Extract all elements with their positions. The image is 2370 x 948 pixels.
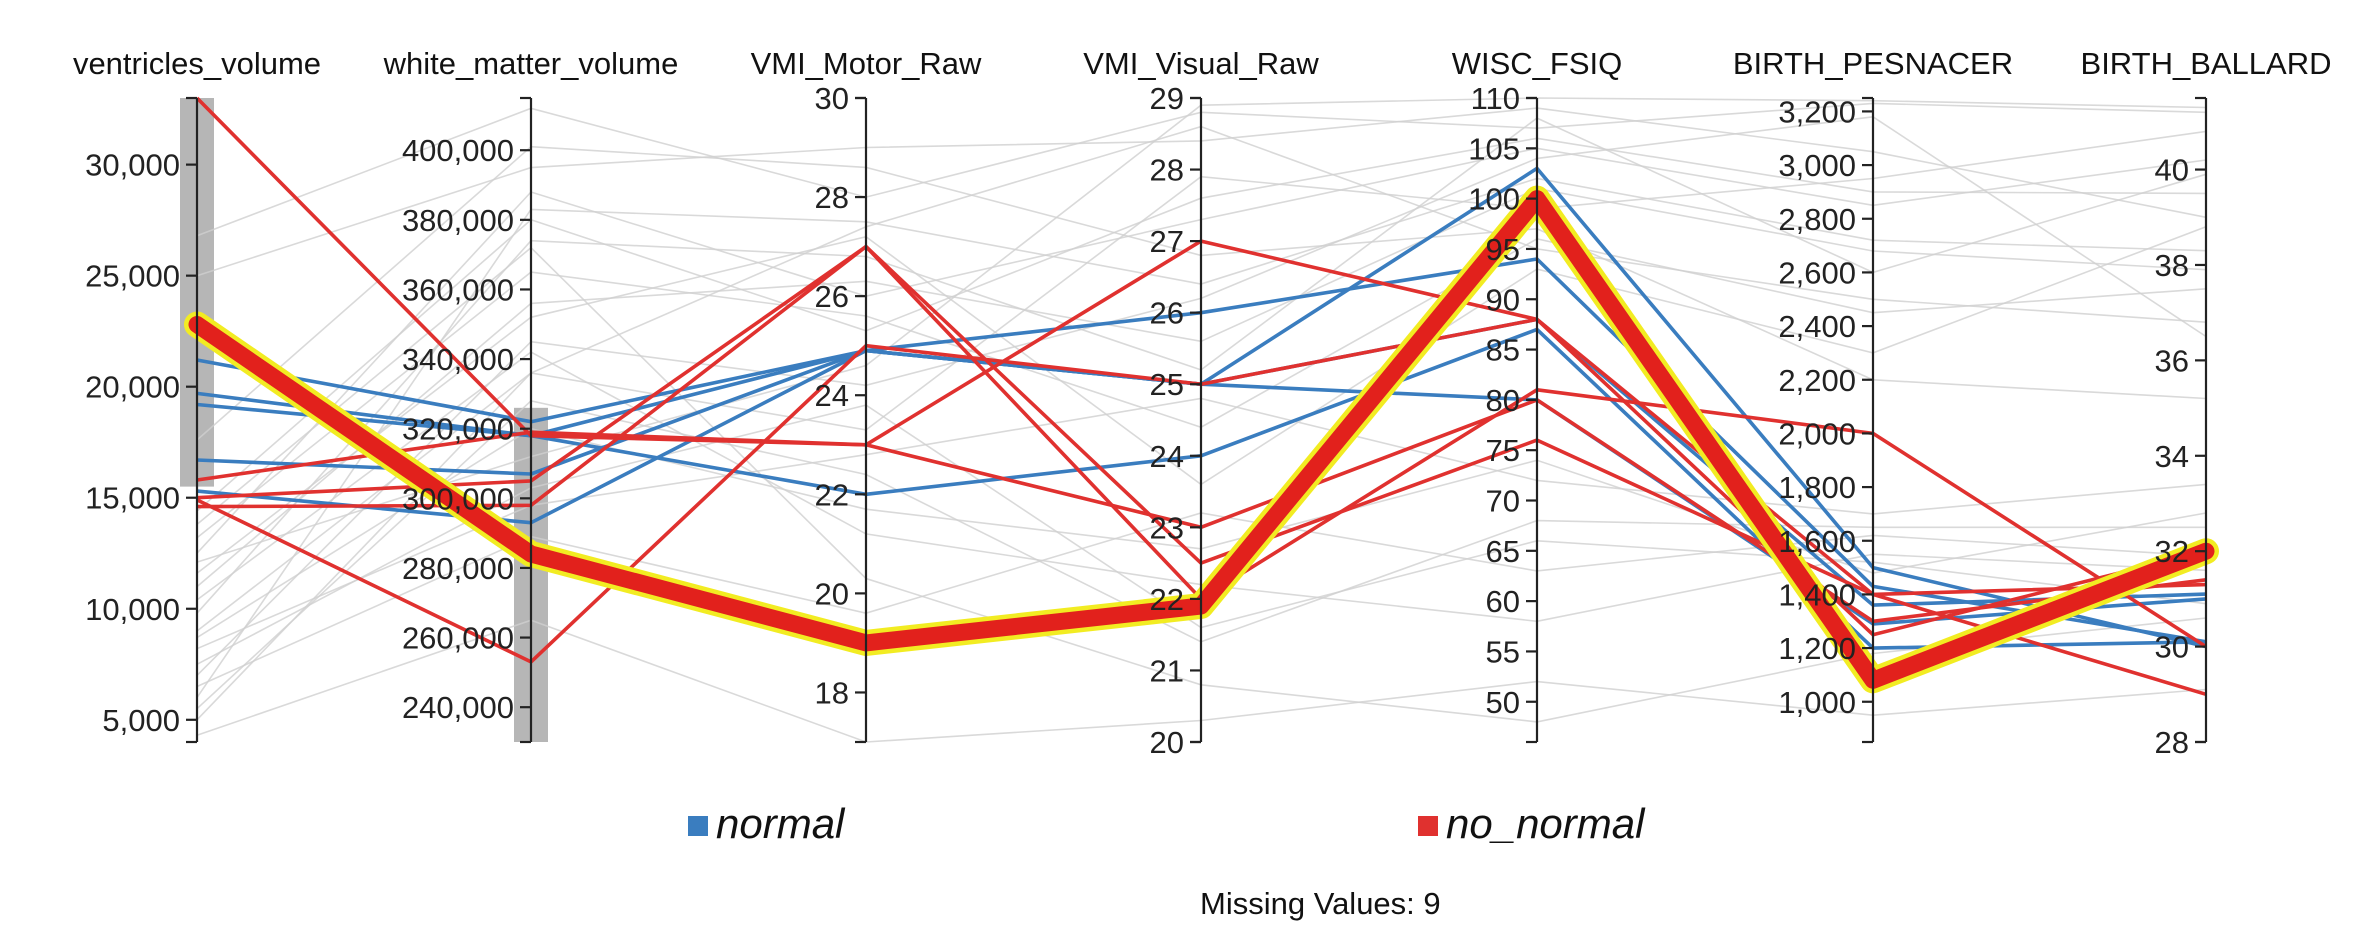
tick-label: 10,000 xyxy=(85,592,180,627)
tick-label: 24 xyxy=(1150,439,1184,474)
tick-label: 2,600 xyxy=(1778,255,1856,290)
tick-label: 34 xyxy=(2155,439,2189,474)
tick-label: 1,200 xyxy=(1778,631,1856,666)
legend-swatch-no-normal xyxy=(1418,816,1438,836)
tick-label: 20 xyxy=(815,576,849,611)
legend-swatch-normal xyxy=(688,816,708,836)
tick-label: 24 xyxy=(815,378,849,413)
axis-white-matter-volume: 240,000 260,000 280,000 300,000 320,000 340,0… xyxy=(383,46,679,744)
tick-label: 40 xyxy=(2155,153,2189,188)
tick-label: 2,200 xyxy=(1778,363,1856,398)
tick-label: 2,800 xyxy=(1778,202,1856,237)
tick-label: 32 xyxy=(2155,534,2189,569)
axis-birth-ballard: 28 30 32 34 36 38 40 BIRTH_BALLARD xyxy=(2081,46,2332,760)
tick-label: 20 xyxy=(1150,725,1184,760)
tick-label: 3,200 xyxy=(1778,94,1856,129)
tick-label: 80 xyxy=(1486,383,1520,418)
tick-label: 25 xyxy=(1150,367,1184,402)
axis-title-vmi-visual-raw[interactable]: VMI_Visual_Raw xyxy=(1083,46,1319,81)
tick-label: 1,000 xyxy=(1778,685,1856,720)
tick-label: 28 xyxy=(1150,153,1184,188)
legend-label-normal[interactable]: normal xyxy=(716,800,846,847)
tick-label: 65 xyxy=(1486,534,1520,569)
tick-label: 280,000 xyxy=(402,551,514,586)
tick-label: 27 xyxy=(1150,224,1184,259)
tick-label: 400,000 xyxy=(402,133,514,168)
tick-label: 28 xyxy=(2155,725,2189,760)
tick-label: 2,000 xyxy=(1778,416,1856,451)
tick-label: 320,000 xyxy=(402,412,514,447)
tick-label: 21 xyxy=(1150,653,1184,688)
tick-label: 260,000 xyxy=(402,621,514,656)
tick-label: 30,000 xyxy=(85,148,180,183)
axis-title-birth-pesnacer[interactable]: BIRTH_PESNACER xyxy=(1733,46,2013,81)
tick-label: 1,800 xyxy=(1778,470,1856,505)
tick-label: 18 xyxy=(815,675,849,710)
tick-label: 23 xyxy=(1150,510,1184,545)
tick-label: 15,000 xyxy=(85,481,180,516)
tick-label: 360,000 xyxy=(402,272,514,307)
tick-label: 55 xyxy=(1486,634,1520,669)
tick-label: 1,400 xyxy=(1778,577,1856,612)
missing-values-label: Missing Values: 9 xyxy=(1200,886,1441,921)
tick-label: 22 xyxy=(1150,582,1184,617)
axis-title-white-matter-volume[interactable]: white_matter_volume xyxy=(383,46,679,81)
tick-label: 300,000 xyxy=(402,481,514,516)
axis-title-birth-ballard[interactable]: BIRTH_BALLARD xyxy=(2081,46,2332,81)
axis-birth-pesnacer: 1,000 1,200 1,400 1,600 1,800 2,000 2,200 2,400… xyxy=(1733,46,2013,744)
tick-label: 26 xyxy=(1150,296,1184,331)
tick-label: 340,000 xyxy=(402,342,514,377)
tick-label: 85 xyxy=(1486,333,1520,368)
tick-label: 380,000 xyxy=(402,203,514,238)
tick-label: 30 xyxy=(815,81,849,116)
axis-title-vmi-motor-raw[interactable]: VMI_Motor_Raw xyxy=(751,46,982,81)
tick-label: 110 xyxy=(1471,81,1520,116)
tick-label: 3,000 xyxy=(1778,148,1856,183)
tick-label: 25,000 xyxy=(85,259,180,294)
tick-label: 95 xyxy=(1486,232,1520,267)
tick-label: 70 xyxy=(1486,484,1520,519)
tick-label: 38 xyxy=(2155,248,2189,283)
tick-label: 28 xyxy=(815,180,849,215)
tick-label: 5,000 xyxy=(102,703,180,738)
tick-label: 2,400 xyxy=(1778,309,1856,344)
axes: 5,000 10,000 15,000 20,000 25,000 30,000 ventr… xyxy=(73,46,2332,760)
tick-label: 75 xyxy=(1486,433,1520,468)
tick-label: 26 xyxy=(815,279,849,314)
tick-label: 22 xyxy=(815,477,849,512)
axis-title-ventricles-volume[interactable]: ventricles_volume xyxy=(73,46,321,81)
tick-label: 240,000 xyxy=(402,690,514,725)
tick-label: 29 xyxy=(1150,81,1184,116)
axis-ventricles-volume: 5,000 10,000 15,000 20,000 25,000 30,000 ventr… xyxy=(73,46,321,744)
tick-label: 1,600 xyxy=(1778,524,1856,559)
legend-label-no-normal[interactable]: no_normal xyxy=(1446,800,1646,847)
tick-label: 20,000 xyxy=(85,370,180,405)
tick-label: 105 xyxy=(1468,131,1520,166)
tick-label: 60 xyxy=(1486,584,1520,619)
tick-label: 30 xyxy=(2155,630,2189,665)
legend: normal no_normal xyxy=(688,800,1646,847)
tick-label: 100 xyxy=(1468,182,1520,217)
tick-label: 50 xyxy=(1486,685,1520,720)
axis-title-wisc-fsiq[interactable]: WISC_FSIQ xyxy=(1452,46,1623,81)
tick-label: 90 xyxy=(1486,282,1520,317)
tick-label: 36 xyxy=(2155,343,2189,378)
